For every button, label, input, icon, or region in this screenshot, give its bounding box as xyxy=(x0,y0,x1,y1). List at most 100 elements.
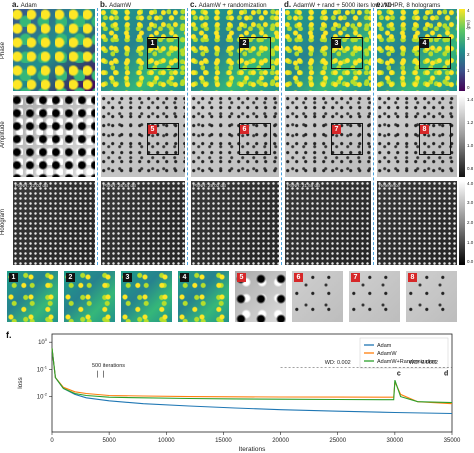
phase-colorbar-label: (rad) xyxy=(466,20,471,30)
zoom-phase-3: 3 xyxy=(121,271,172,322)
roi-box xyxy=(331,37,363,69)
phase-colorbar-tick: 1 xyxy=(467,68,470,73)
y-tick-label: 100 xyxy=(38,337,48,346)
series-line-adamw-randomization xyxy=(51,348,453,404)
column-separator xyxy=(281,8,282,265)
amplitude-colorbar-tick: 0.8 xyxy=(467,166,474,171)
phase-colorbar xyxy=(459,9,465,91)
row-label-hologram: Hologram xyxy=(0,209,6,236)
phase-colorbar-tick: 3 xyxy=(467,36,470,41)
amplitude-colorbar xyxy=(459,95,465,177)
col-header-d: d. AdamW + rand + 5000 iters low WD xyxy=(284,0,392,9)
roi-box xyxy=(239,37,271,69)
phase-colorbar-tick: 0 xyxy=(467,85,470,90)
amplitude-image-adamw-rand: 6 xyxy=(191,95,279,177)
zoom-amplitude-8: 8 xyxy=(406,271,457,322)
x-tick-label: 35000 xyxy=(444,438,461,444)
zoom-label: 2 xyxy=(66,273,75,282)
roi-label: 4 xyxy=(420,39,429,48)
roi-label: 6 xyxy=(240,125,249,134)
roi-box xyxy=(147,37,179,69)
column-separator xyxy=(187,8,188,265)
roi-box xyxy=(419,37,451,69)
hologram-colorbar-tick: 0.0 xyxy=(467,259,474,264)
hologram-colorbar-tick: 3.0 xyxy=(467,200,474,205)
roi-box xyxy=(239,123,271,155)
amplitude-colorbar-tick: 1.0 xyxy=(467,143,474,148)
amplitude-image-adam xyxy=(13,95,95,177)
legend-box xyxy=(359,337,449,369)
phase-image-adamw-rand: 2 xyxy=(191,9,279,91)
annotation-500-iterations: 500 iterations xyxy=(92,363,125,369)
x-tick-label: 0 xyxy=(50,438,54,444)
hologram-image-adamw-rand-lowwd: PSNR: 31.69 dB xyxy=(285,181,371,265)
annotation-wd2: WD: 0.0002 xyxy=(409,360,438,366)
column-separator xyxy=(97,8,98,265)
psnr-label: PSNR: 29.02 dB xyxy=(193,183,227,188)
roi-box xyxy=(419,123,451,155)
row-label-amplitude: Amplitude xyxy=(0,121,6,149)
zoom-label: 8 xyxy=(408,273,417,282)
annotation-d: d xyxy=(444,370,448,377)
col-header-e: e. MHPR, 8 holograms xyxy=(376,0,441,9)
panel-f-letter: f. xyxy=(6,330,12,340)
roi-label: 1 xyxy=(148,39,157,48)
zoom-amplitude-5: 5 xyxy=(235,271,286,322)
zoom-amplitude-7: 7 xyxy=(349,271,400,322)
amplitude-colorbar-tick: 1.4 xyxy=(467,97,474,102)
x-tick-label: 15000 xyxy=(215,438,232,444)
zoom-amplitude-6: 6 xyxy=(292,271,343,322)
legend-label: AdamW xyxy=(377,351,397,357)
annotation-c: c xyxy=(397,370,401,377)
zoom-label: 7 xyxy=(351,273,360,282)
hologram-image-adamw-rand: PSNR: 29.02 dB xyxy=(191,181,279,265)
x-tick-label: 25000 xyxy=(329,438,346,444)
zoom-phase-1: 1 xyxy=(7,271,58,322)
loss-chart: 0 5000 10000 15000 20000 25000 30000 35000 100 10… xyxy=(17,333,461,453)
annotation-wd1: WD: 0.002 xyxy=(325,360,351,366)
hologram-image-adam: PSNR: 22.02 dB xyxy=(13,181,95,265)
phase-image-adamw-rand-lowwd: 3 xyxy=(285,9,371,91)
roi-label: 5 xyxy=(148,125,157,134)
hologram-image-adamw: PSNR: 26.44 dB xyxy=(101,181,185,265)
psnr-label: PSNR: 22.02 dB xyxy=(15,183,49,188)
y-tick-label: 10-1 xyxy=(37,364,48,373)
plot-frame xyxy=(51,333,453,433)
roi-label: 8 xyxy=(420,125,429,134)
amplitude-colorbar-tick: 1.2 xyxy=(467,120,474,125)
zoom-label: 6 xyxy=(294,273,303,282)
zoom-label: 5 xyxy=(237,273,246,282)
roi-label: 7 xyxy=(332,125,341,134)
phase-image-adamw: 1 xyxy=(101,9,185,91)
y-axis-label: loss xyxy=(17,376,24,388)
x-tick-label: 5000 xyxy=(102,438,116,444)
col-header-b: b. AdamW xyxy=(100,0,132,9)
zoom-phase-2: 2 xyxy=(64,271,115,322)
roi-label: 2 xyxy=(240,39,249,48)
psnr-label: PSNR: 26.44 dB xyxy=(103,183,137,188)
hologram-colorbar-tick: 2.0 xyxy=(467,220,474,225)
roi-box xyxy=(147,123,179,155)
column-separator xyxy=(373,8,374,265)
zoom-label: 3 xyxy=(123,273,132,282)
legend-label: AdamW+Randomization xyxy=(377,359,436,365)
y-tick-label: 10-2 xyxy=(37,392,48,401)
zoom-label: 1 xyxy=(9,273,18,282)
x-tick-label: 20000 xyxy=(272,438,289,444)
zoom-label: 4 xyxy=(180,273,189,282)
legend-label: Adam xyxy=(377,343,392,349)
hologram-colorbar-tick: 1.0 xyxy=(467,240,474,245)
amplitude-image-mhpr: 8 xyxy=(377,95,457,177)
x-axis-label: Iterations xyxy=(239,446,266,453)
amplitude-image-adamw: 5 xyxy=(101,95,185,177)
phase-image-adam xyxy=(13,9,95,91)
roi-label: 3 xyxy=(332,39,341,48)
hologram-image-reference: Reference xyxy=(377,181,457,265)
zoom-phase-4: 4 xyxy=(178,271,229,322)
psnr-label: Reference xyxy=(379,183,400,188)
row-label-phase: Phase xyxy=(0,41,6,59)
amplitude-image-adamw-rand-lowwd: 7 xyxy=(285,95,371,177)
hologram-colorbar-tick: 4.0 xyxy=(467,181,474,186)
roi-box xyxy=(331,123,363,155)
phase-colorbar-tick: 2 xyxy=(467,52,470,57)
